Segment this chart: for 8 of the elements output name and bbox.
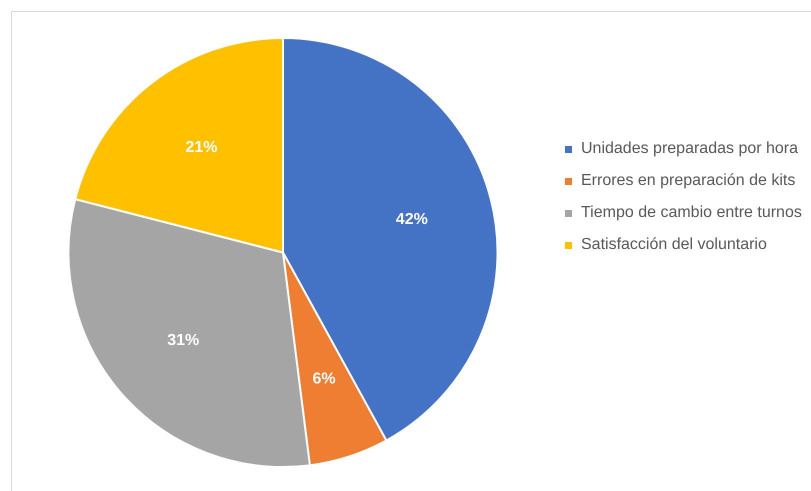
data-label: 42% bbox=[396, 210, 428, 228]
legend-label: Unidades preparadas por hora bbox=[580, 139, 800, 159]
data-label: 6% bbox=[312, 370, 336, 388]
legend-label: Errores en preparación de kits bbox=[580, 171, 796, 191]
legend-label: Tiempo de cambio entre turnos bbox=[580, 203, 803, 223]
legend-label: Satisfacción del voluntario bbox=[580, 235, 768, 255]
data-label: 21% bbox=[185, 138, 218, 156]
data-label: 31% bbox=[167, 332, 200, 349]
